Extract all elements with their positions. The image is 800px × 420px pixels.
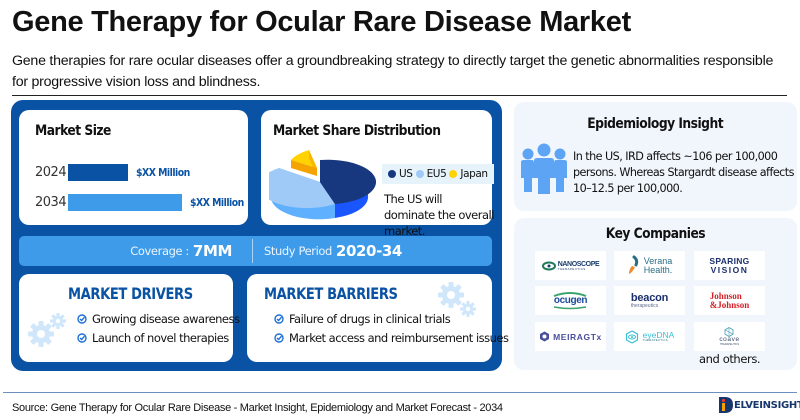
market-share-card: Market Share Distribution US EU5 Japan T…: [261, 110, 494, 238]
legend-item-eu5: EU5: [415, 168, 447, 180]
logo-text: eyeDNA: [642, 329, 675, 340]
logo-nanoscope: NANOSCOPE THERAPEUTICS: [535, 251, 606, 280]
logo-subtext: &Johnson: [709, 299, 750, 310]
check-circle-icon: [77, 333, 87, 343]
driver-item: Growing disease awareness: [77, 312, 240, 326]
coverage-divider: [252, 239, 253, 263]
market-size-year: 2034: [35, 194, 67, 210]
logo-subtext: THERAPEUTICS: [557, 266, 586, 271]
logo-coave: coave THERAPEUTICS: [694, 322, 765, 351]
logo-subtext: therapeutics: [630, 302, 659, 309]
page-title: Gene Therapy for Ocular Rare Disease Mar…: [12, 6, 631, 38]
logo-beacon: beacon therapeutics: [614, 286, 685, 315]
study-period-section: Study Period 2020-34: [264, 236, 402, 266]
ocugen-swoosh-icon: [554, 305, 587, 309]
pie-chart-icon: [269, 150, 377, 220]
epidemiology-title: Epidemiology Insight: [587, 116, 724, 132]
driver-item-text: Growing disease awareness: [92, 312, 240, 326]
key-companies-card: Key Companies NANOSCOPE THERAPEUTICS Ver…: [514, 218, 797, 370]
gears-icon: [438, 282, 476, 317]
coverage-label: Coverage :: [130, 244, 189, 258]
logo-text: coave: [719, 336, 740, 343]
market-size-bar: [68, 163, 128, 181]
logo-subtext: VISION: [710, 264, 749, 275]
people-group-icon: [521, 143, 567, 194]
legend-dot-icon: [449, 170, 458, 178]
logo-subtext: THERAPEUTICS: [642, 338, 668, 343]
logo-text: ocugen: [553, 294, 588, 306]
source-citation: Source: Gene Therapy for Ocular Rare Dis…: [12, 402, 503, 414]
bottom-divider: [3, 392, 797, 393]
nanoscope-logo-icon: [541, 261, 556, 270]
market-share-title: Market Share Distribution: [273, 123, 441, 139]
gears-icon: [28, 313, 66, 347]
eyedna-logo-icon: [625, 329, 638, 344]
logo-text: NANOSCOPE: [557, 260, 600, 268]
pie-legend: US EU5 Japan: [382, 164, 494, 184]
legend-label: Japan: [460, 168, 488, 180]
logo-ocugen: ocugen: [535, 286, 606, 315]
logo-subtext: THERAPEUTICS: [719, 342, 740, 346]
legend-item-japan: Japan: [449, 168, 488, 180]
logo-text: MEIRAGTx: [553, 331, 602, 342]
barrier-item-text: Market access and reimbursement issues: [289, 331, 509, 345]
brand-text: ELVEINSIGHT: [734, 399, 800, 411]
barrier-item: Failure of drugs in clinical trials: [274, 312, 451, 326]
market-drivers-title: MARKET DRIVERS: [68, 284, 193, 303]
market-size-value: $XX Million: [190, 195, 244, 209]
logo-text: beacon: [630, 291, 669, 304]
key-companies-title: Key Companies: [605, 226, 706, 242]
verana-logo-icon: [628, 255, 638, 274]
driver-item: Launch of novel therapies: [77, 331, 229, 345]
market-size-row-2034: 2034 $XX Million: [35, 193, 253, 211]
market-size-bar: [68, 193, 182, 211]
epidemiology-text: In the US, IRD affects ~106 per 100,000 …: [573, 150, 794, 195]
logo-text: Verana: [643, 255, 673, 266]
ocugen-swoosh-icon: [554, 291, 587, 297]
logo-subtext: Health.: [643, 264, 673, 275]
key-companies-others: and others.: [699, 352, 761, 366]
coverage-value: 7MM: [192, 242, 232, 260]
legend-dot-icon: [388, 170, 396, 178]
logo-johnson-johnson: Johnson &Johnson: [694, 286, 765, 315]
market-size-value: $XX Million: [136, 165, 190, 179]
market-size-row-2024: 2024 $XX Million: [35, 163, 199, 181]
study-period-label: Study Period: [264, 244, 332, 258]
market-size-year: 2024: [35, 164, 67, 180]
market-size-title: Market Size: [35, 123, 111, 139]
epidemiology-card: Epidemiology Insight In the US, IRD affe…: [514, 102, 797, 211]
market-barriers-card: MARKET BARRIERS Failure of drugs in clin…: [247, 274, 509, 362]
driver-item-text: Launch of novel therapies: [92, 331, 229, 345]
market-barriers-title: MARKET BARRIERS: [264, 284, 398, 303]
delveinsight-logo: ELVEINSIGHT: [718, 396, 800, 414]
legend-dot-icon: [415, 170, 424, 178]
logo-text: SPARING: [709, 256, 750, 266]
top-divider: [12, 95, 787, 96]
legend-label: US: [399, 168, 413, 180]
page-subtitle: Gene therapies for rare ocular diseases …: [12, 53, 774, 90]
logo-verana: Verana Health.: [614, 251, 685, 280]
market-share-note: The US will dominate the overall market.: [384, 192, 494, 238]
logo-meiragtx: MEIRAGTx: [535, 322, 606, 351]
market-drivers-card: MARKET DRIVERS Growing disease awareness…: [19, 274, 240, 362]
study-period-value: 2020-34: [335, 242, 402, 260]
delveinsight-logo-icon: [719, 397, 733, 413]
coverage-section: Coverage : 7MM: [19, 236, 248, 266]
check-circle-icon: [77, 314, 87, 324]
legend-label: EU5: [426, 168, 447, 180]
legend-item-us: US: [388, 168, 413, 180]
coave-logo-icon: [725, 327, 734, 337]
logo-text: Johnson: [709, 290, 742, 301]
barrier-item: Market access and reimbursement issues: [274, 331, 509, 345]
market-size-card: Market Size 2024 $XX Million 2034 $XX Mi…: [19, 110, 248, 225]
meiragtx-logo-icon: [540, 331, 550, 342]
barrier-item-text: Failure of drugs in clinical trials: [289, 312, 451, 326]
check-circle-icon: [274, 333, 284, 343]
coverage-bar: Coverage : 7MM Study Period 2020-34: [19, 236, 492, 266]
logo-sparing-vision: SPARING VISION: [694, 251, 765, 280]
logo-eyedna: eyeDNA THERAPEUTICS: [614, 322, 685, 351]
check-circle-icon: [274, 314, 284, 324]
